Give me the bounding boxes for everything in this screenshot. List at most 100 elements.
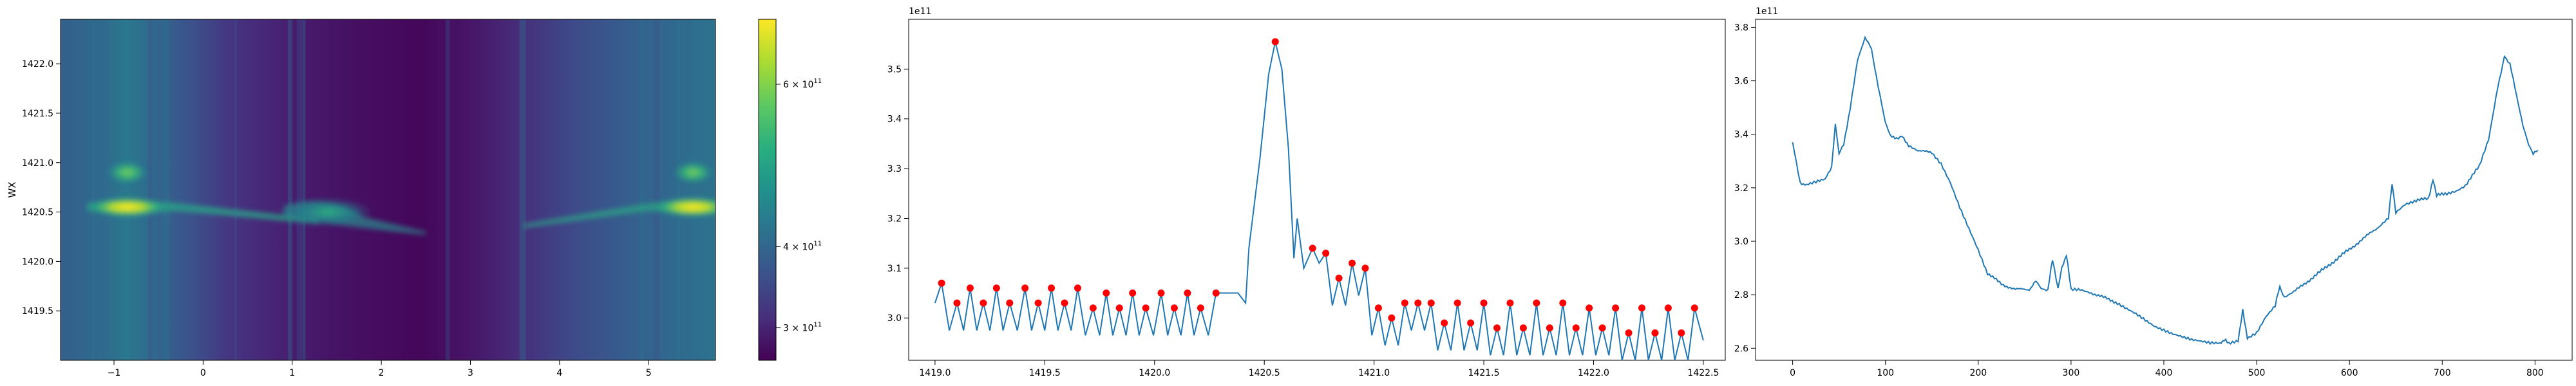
peak-marker: [1197, 304, 1204, 312]
heatmap-y-tick-label: 1420.5: [22, 208, 53, 218]
peak-marker: [1690, 304, 1698, 312]
line-panel-2-x-tick-label: 400: [2155, 368, 2173, 378]
line-panel-1-series: [934, 41, 1704, 361]
heatmap-panel: −1 0 1 2 3 4 5 1419.51420.01420.51421.01421.51…: [6, 19, 716, 378]
line-panel-1-x-tick-label: 1422.5: [1687, 368, 1719, 378]
line-panel-1-x-tick-label: 1419.5: [1029, 368, 1061, 378]
heatmap-hotspot: [283, 198, 374, 226]
peak-marker: [1598, 324, 1606, 332]
line-panel-1-offset-label: 1e11: [909, 6, 931, 17]
heatmap-background: [61, 19, 715, 360]
heatmap-hotspot: [106, 161, 148, 185]
peak-marker: [1142, 304, 1150, 312]
heatmap-stripes: [91, 19, 680, 360]
heatmap-stripe: [234, 19, 237, 360]
line-panel-2-y-tick-label: 3.6: [1734, 77, 1748, 87]
heatmap-stripe: [445, 19, 450, 360]
peak-marker: [938, 279, 945, 287]
line-panel-1-x-tick-label: 1421.0: [1358, 368, 1390, 378]
line-panel-2-x-tick-label: 700: [2434, 368, 2451, 378]
peak-marker: [1361, 264, 1369, 272]
peak-marker: [1212, 290, 1220, 297]
peak-marker: [1414, 299, 1422, 307]
peak-marker: [1533, 299, 1540, 307]
line-panel-2-x-tick-label: 500: [2248, 368, 2266, 378]
heatmap-y-label: WX: [6, 181, 18, 198]
line-panel-1-x-tick-label: 1420.5: [1249, 368, 1280, 378]
colorbar-tick-label: 3 × 1011: [783, 322, 822, 334]
peak-marker: [1184, 290, 1191, 297]
line-panel-2-y-tick-label: 2.8: [1734, 290, 1748, 300]
heatmap-frame: [60, 19, 716, 361]
heatmap-y-tick-label: 1421.0: [22, 158, 53, 169]
peak-marker: [1271, 38, 1279, 46]
peak-marker: [1480, 299, 1488, 307]
line-panel-2-y-tick-label: 3.0: [1734, 237, 1748, 247]
heatmap-hotspot: [654, 196, 715, 217]
heatmap-x-tick-label: 4: [556, 368, 562, 378]
line-panel-1: 1e11 1419.0 1419.5 1420.0 1420.5 1421.0 1421.…: [887, 6, 1726, 378]
heatmap-image: [61, 19, 715, 360]
line-panel-2-frame: [1755, 19, 2573, 361]
peak-marker: [1170, 304, 1178, 312]
peak-marker: [1493, 324, 1501, 332]
heatmap-stripe: [147, 19, 153, 360]
peak-marker: [966, 284, 974, 292]
line-panel-1-frame: [908, 19, 1726, 361]
colorbar-tick-label: 4 × 1011: [783, 240, 822, 252]
line-panel-2-series: [1792, 35, 2539, 345]
line-panel-2-x-tick-label: 0: [1790, 368, 1795, 378]
line-panel-1-y-tick-label: 3.5: [887, 64, 902, 75]
peak-marker: [953, 299, 961, 307]
line-panel-2-y-tick-label: 2.6: [1734, 344, 1748, 354]
peak-marker: [1048, 284, 1056, 292]
line-panel-1-x-tick-label: 1419.0: [919, 368, 951, 378]
line-panel-1-x-tick-label: 1421.5: [1468, 368, 1500, 378]
peak-marker: [980, 299, 987, 307]
peak-marker: [992, 284, 1000, 292]
peak-marker: [1006, 299, 1014, 307]
colorbar: 3 × 1011 4 × 1011 6 × 1011: [758, 19, 822, 361]
line-panel-2-y-tick-label: 3.2: [1734, 183, 1748, 194]
peak-marker: [1441, 319, 1448, 327]
peak-marker: [1678, 329, 1685, 336]
heatmap-x-tick-label: 2: [379, 368, 384, 378]
peak-marker: [1335, 274, 1343, 282]
peak-marker: [1586, 304, 1593, 312]
line-panel-1-y-tick-label: 3.2: [887, 214, 902, 224]
peak-marker: [1651, 329, 1659, 336]
line-panel-2-x-tick-label: 600: [2341, 368, 2358, 378]
line-panel-1-y-tick-label: 3.4: [887, 115, 902, 125]
line-panel-1-y-tick-label: 3.0: [887, 313, 902, 324]
peak-marker: [1546, 324, 1553, 332]
heatmap-stripe: [91, 19, 95, 360]
heatmap-stripe: [296, 19, 303, 360]
line-panel-2-y-ticks: 2.6 2.8 3.0 3.2 3.4 3.6 3.8: [1734, 23, 1756, 354]
line-panel-2-y-tick-label: 3.8: [1734, 23, 1748, 33]
peak-marker: [1309, 244, 1316, 252]
line-panel-2-y-tick-label: 3.4: [1734, 130, 1748, 140]
colorbar-tick-label: 6 × 1011: [783, 78, 822, 90]
peak-marker: [1374, 304, 1382, 312]
heatmap-y-tick-label: 1422.0: [22, 59, 53, 69]
peak-marker: [1034, 299, 1042, 307]
peak-marker: [1638, 304, 1645, 312]
heatmap-stripe: [653, 19, 660, 360]
peak-marker: [1506, 299, 1514, 307]
line-panel-2-x-tick-label: 200: [1969, 368, 1987, 378]
heatmap-y-ticks: 1419.5 1420.0 1420.5 1421.0 1421.5 1422.0: [22, 59, 61, 317]
heatmap-x-ticks: −1 0 1 2 3 4 5: [108, 360, 652, 378]
peak-marker: [1625, 329, 1633, 336]
peak-marker: [1129, 290, 1137, 297]
peak-marker: [1427, 299, 1435, 307]
heatmap-stripe: [287, 19, 292, 360]
line-panel-1-x-ticks: 1419.0 1419.5 1420.0 1420.5 1421.0 1421.5 1422…: [919, 360, 1719, 378]
peak-marker: [1559, 299, 1567, 307]
heatmap-hotspot: [88, 196, 166, 217]
heatmap-stripe: [303, 19, 306, 360]
line-panel-1-x-tick-label: 1420.0: [1139, 368, 1170, 378]
peak-marker: [1572, 324, 1580, 332]
line-panel-1-y-tick-label: 3.3: [887, 164, 902, 174]
peak-marker: [1103, 290, 1110, 297]
